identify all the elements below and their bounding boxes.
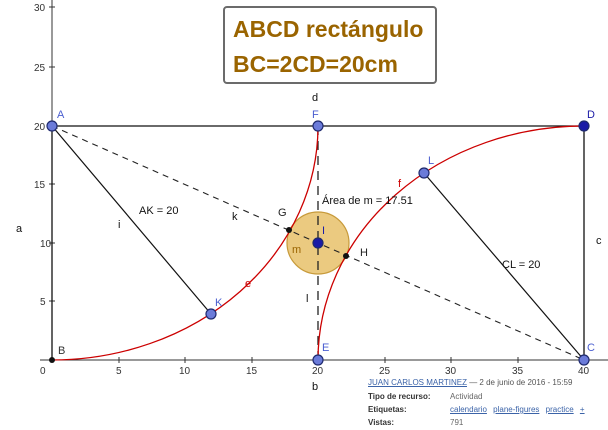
label-circle-m: m	[292, 244, 301, 256]
meta-key: Tipo de recurso:	[368, 392, 431, 401]
label-segment-k: k	[232, 211, 238, 223]
segment-i	[51, 125, 212, 315]
x-tick-label: 0	[40, 366, 46, 377]
point-i[interactable]	[312, 237, 324, 249]
label-side-b: b	[312, 381, 318, 393]
label-point-d: D	[587, 109, 595, 121]
meta-byline: JUAN CARLOS MARTINEZ — 2 de junio de 201…	[368, 376, 606, 390]
label-cl: CL = 20	[502, 259, 540, 271]
y-tick-label: 10	[40, 239, 52, 250]
x-tick-label: 5	[116, 366, 122, 377]
label-segment-i: i	[118, 219, 120, 231]
label-point-h: H	[360, 247, 368, 259]
label-point-a: A	[57, 109, 65, 121]
label-point-i: I	[322, 225, 325, 237]
label-point-l: L	[428, 155, 434, 167]
tag-link[interactable]: plane-figures	[493, 405, 540, 414]
label-point-e: E	[322, 342, 329, 354]
meta-row-views: Vistas: 791	[368, 416, 606, 429]
point-h[interactable]	[343, 253, 349, 259]
label-point-c: C	[587, 342, 595, 354]
tag-link[interactable]: calendario	[450, 405, 487, 414]
point-a[interactable]	[46, 120, 58, 132]
meta-date: — 2 de junio de 2016 - 15:59	[466, 378, 573, 387]
label-area: Área de m = 17.51	[322, 194, 413, 207]
meta-key: Etiquetas:	[368, 405, 407, 414]
x-tick-label: 25	[379, 366, 391, 377]
label-ak: AK = 20	[139, 205, 178, 217]
label-side-a: a	[16, 223, 23, 235]
y-tick-label: 15	[34, 180, 46, 191]
tag-link[interactable]: practice	[545, 405, 574, 414]
author-link[interactable]: JUAN CARLOS MARTINEZ	[368, 378, 467, 387]
y-tick-label: 20	[34, 122, 46, 133]
point-d[interactable]	[578, 120, 590, 132]
point-k[interactable]	[205, 308, 217, 320]
point-l[interactable]	[418, 167, 430, 179]
point-c[interactable]	[578, 354, 590, 366]
point-e[interactable]	[312, 354, 324, 366]
y-tick-label: 5	[40, 297, 46, 308]
x-tick-label: 15	[246, 366, 258, 377]
label-point-b: B	[58, 345, 65, 357]
arc-e	[51, 125, 319, 361]
x-tick-label: 10	[179, 366, 191, 377]
x-tick-label: 20	[312, 366, 324, 377]
point-b[interactable]	[49, 357, 55, 363]
segment-cl	[423, 172, 585, 361]
title-line-1: ABCD rectángulo	[233, 16, 424, 42]
point-g[interactable]	[286, 227, 292, 233]
meta-value: 791	[450, 418, 464, 427]
point-f[interactable]	[312, 120, 324, 132]
arc-f	[317, 125, 585, 361]
y-tick-label: 25	[34, 63, 46, 74]
label-arc-f: f	[398, 178, 402, 190]
meta-row-type: Tipo de recurso: Actividad	[368, 390, 606, 403]
title-box: ABCD rectángulo BC=2CD=20cm	[223, 6, 437, 84]
label-point-g: G	[278, 207, 287, 219]
meta-row-tags: Etiquetas: calendario plane-figures prac…	[368, 403, 606, 416]
label-arc-e: e	[245, 278, 251, 290]
label-point-f: F	[312, 109, 319, 121]
label-side-c: c	[596, 235, 602, 247]
meta-value: Actividad	[450, 392, 483, 401]
title-line-2: BC=2CD=20cm	[233, 51, 398, 77]
meta-key: Vistas:	[368, 418, 395, 427]
label-side-d: d	[312, 92, 318, 104]
resource-meta: JUAN CARLOS MARTINEZ — 2 de junio de 201…	[368, 376, 606, 429]
x-tick-label: 30	[445, 366, 457, 377]
y-tick-label: 30	[34, 3, 46, 14]
label-segment-l: l	[306, 293, 308, 305]
x-tick-label: 40	[578, 366, 590, 377]
label-point-k: K	[215, 297, 223, 309]
x-tick-label: 35	[512, 366, 524, 377]
more-tags-button[interactable]: +	[579, 405, 585, 414]
